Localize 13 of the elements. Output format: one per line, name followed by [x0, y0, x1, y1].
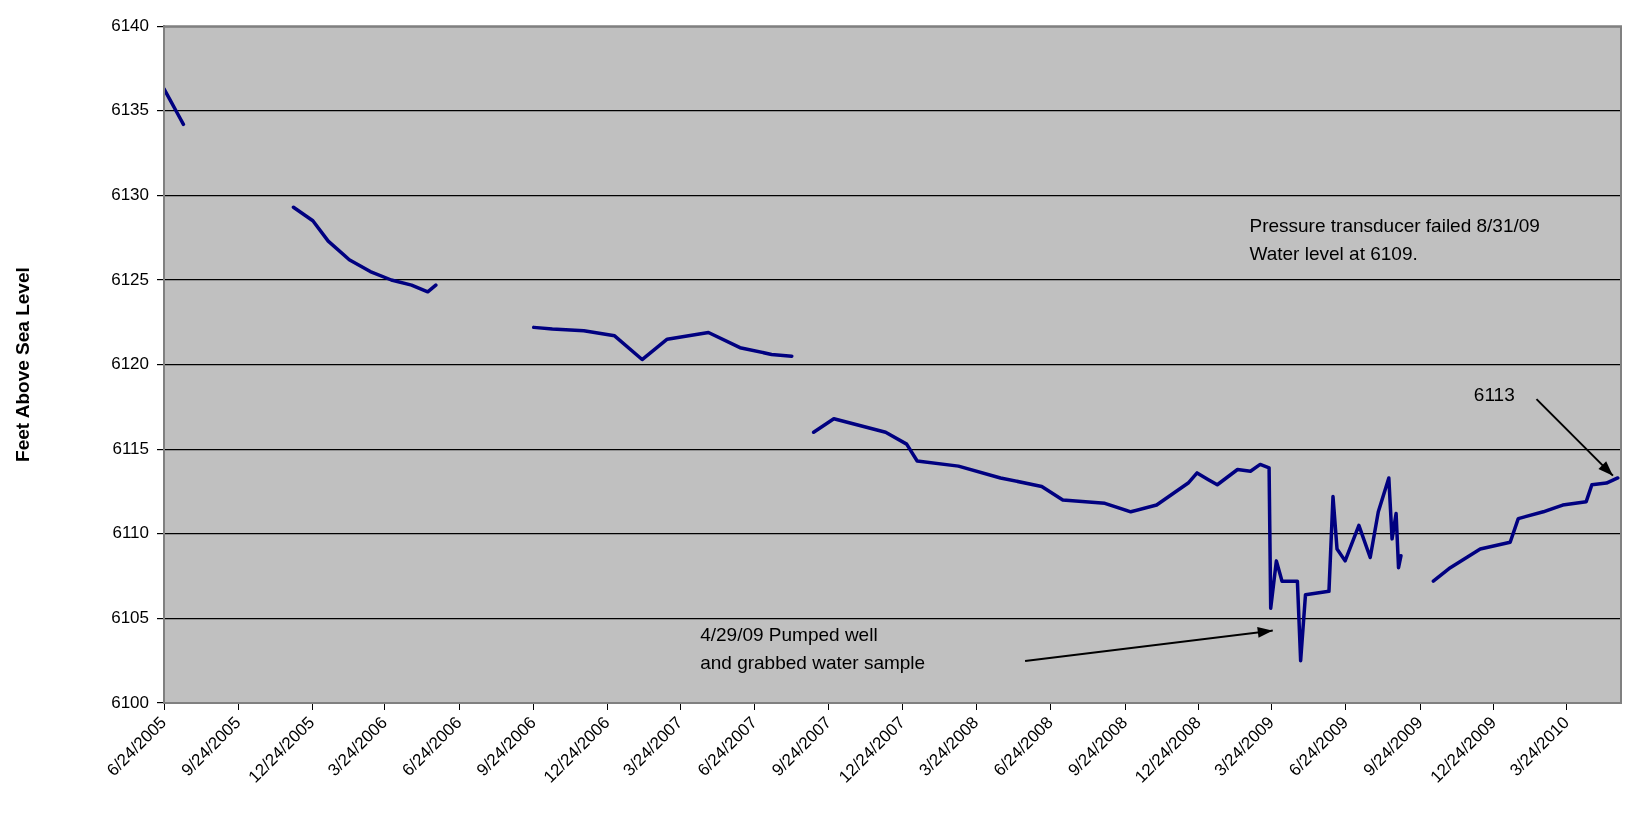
y-tick-label: 6135 [111, 100, 149, 120]
y-tick-label: 6110 [112, 523, 149, 543]
y-tick-label: 6105 [111, 608, 149, 628]
y-tick-label: 6115 [112, 438, 149, 458]
y-tick-label: 6100 [111, 692, 149, 712]
y-tick-label: 6120 [111, 354, 149, 374]
y-tick-label: 6140 [111, 15, 149, 35]
y-tick-label: 6130 [111, 185, 149, 205]
y-tick-label: 6125 [111, 269, 149, 289]
y-axis-title: Feet Above Sea Level [11, 267, 33, 462]
annotation: Pressure transducer failed 8/31/09 Water level at 6109. [1249, 215, 1540, 265]
annotation: 6113 [1473, 383, 1515, 405]
annotation: 4/29/09 Pumped well and grabbed water sample [700, 624, 926, 674]
